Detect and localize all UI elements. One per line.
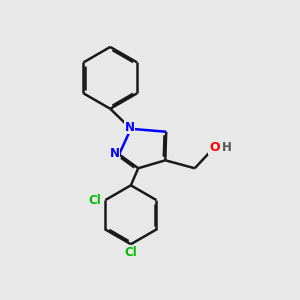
Text: Cl: Cl bbox=[89, 194, 101, 207]
Text: N: N bbox=[110, 147, 120, 160]
Text: H: H bbox=[222, 141, 232, 154]
Text: N: N bbox=[124, 121, 134, 134]
Text: Cl: Cl bbox=[124, 246, 137, 259]
Text: O: O bbox=[209, 141, 220, 154]
